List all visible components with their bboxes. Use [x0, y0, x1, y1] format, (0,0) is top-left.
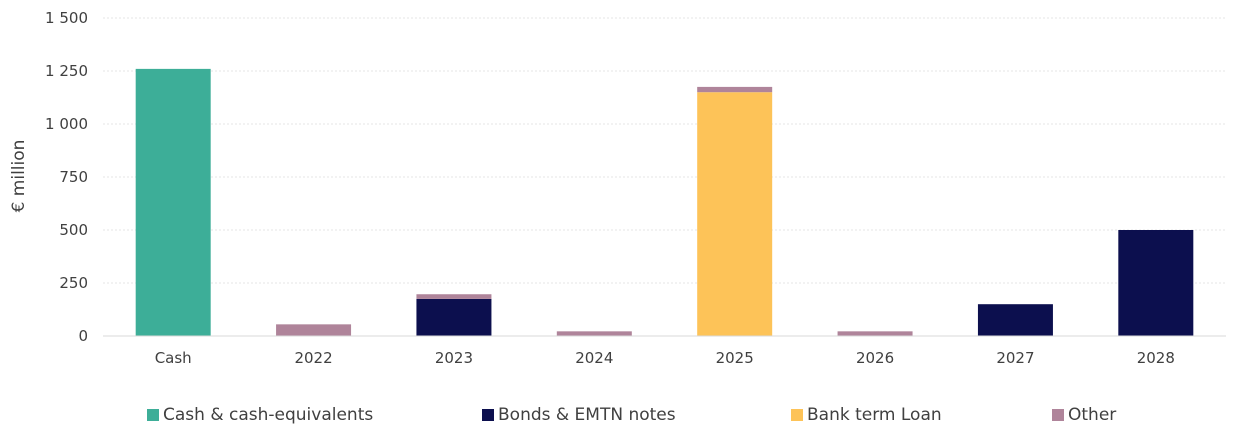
legend-swatch: [482, 409, 494, 421]
x-tick-label: 2023: [435, 349, 473, 367]
bar-segment: [977, 304, 1053, 336]
bar-segment: [556, 331, 632, 336]
x-tick-label: 2022: [294, 349, 332, 367]
x-axis-ticks: Cash 2022 2023 2024 2025 2026 2027 2028: [155, 349, 1175, 367]
bar-segment: [837, 331, 913, 336]
legend-swatch: [1052, 409, 1064, 421]
y-tick-label: 500: [59, 221, 88, 239]
debt-maturity-chart: 0 250 500 750 1 000 1 250 1 500 Cash 2022 2023 20…: [9, 9, 1226, 367]
legend-item: Cash & cash-equivalents: [147, 405, 373, 425]
bar-segment: [697, 86, 773, 93]
bar-segment: [1118, 230, 1194, 336]
y-tick-label: 250: [59, 274, 88, 292]
legend-swatch: [147, 409, 159, 421]
y-tick-label: 1 500: [45, 9, 88, 27]
y-tick-label: 1 000: [45, 115, 88, 133]
legend-label: Bonds & EMTN notes: [498, 405, 676, 425]
x-tick-label: Cash: [155, 349, 192, 367]
bar-segment: [416, 294, 492, 299]
x-tick-label: 2028: [1137, 349, 1175, 367]
x-tick-label: 2025: [716, 349, 754, 367]
bar-segment: [416, 298, 492, 336]
y-tick-label: 0: [78, 327, 88, 345]
legend-item: Bonds & EMTN notes: [482, 405, 676, 425]
legend-label: Bank term Loan: [807, 405, 942, 425]
x-tick-label: 2027: [996, 349, 1034, 367]
legend-label: Other: [1068, 405, 1117, 425]
bar-segment: [276, 324, 352, 336]
legend-swatch: [791, 409, 803, 421]
bars: [135, 68, 1194, 336]
y-tick-label: 1 250: [45, 62, 88, 80]
legend: Cash & cash-equivalents Bonds & EMTN note…: [0, 405, 1235, 433]
x-tick-label: 2024: [575, 349, 613, 367]
bar-segment: [135, 68, 211, 336]
y-axis-ticks: 0 250 500 750 1 000 1 250 1 500: [45, 9, 88, 345]
bar-segment: [697, 92, 773, 336]
gridlines: [103, 17, 1226, 284]
y-tick-label: 750: [59, 168, 88, 186]
x-tick-label: 2026: [856, 349, 894, 367]
y-axis-title: € million: [9, 140, 29, 213]
legend-item: Bank term Loan: [791, 405, 942, 425]
legend-item: Other: [1052, 405, 1116, 425]
legend-label: Cash & cash-equivalents: [163, 405, 374, 425]
